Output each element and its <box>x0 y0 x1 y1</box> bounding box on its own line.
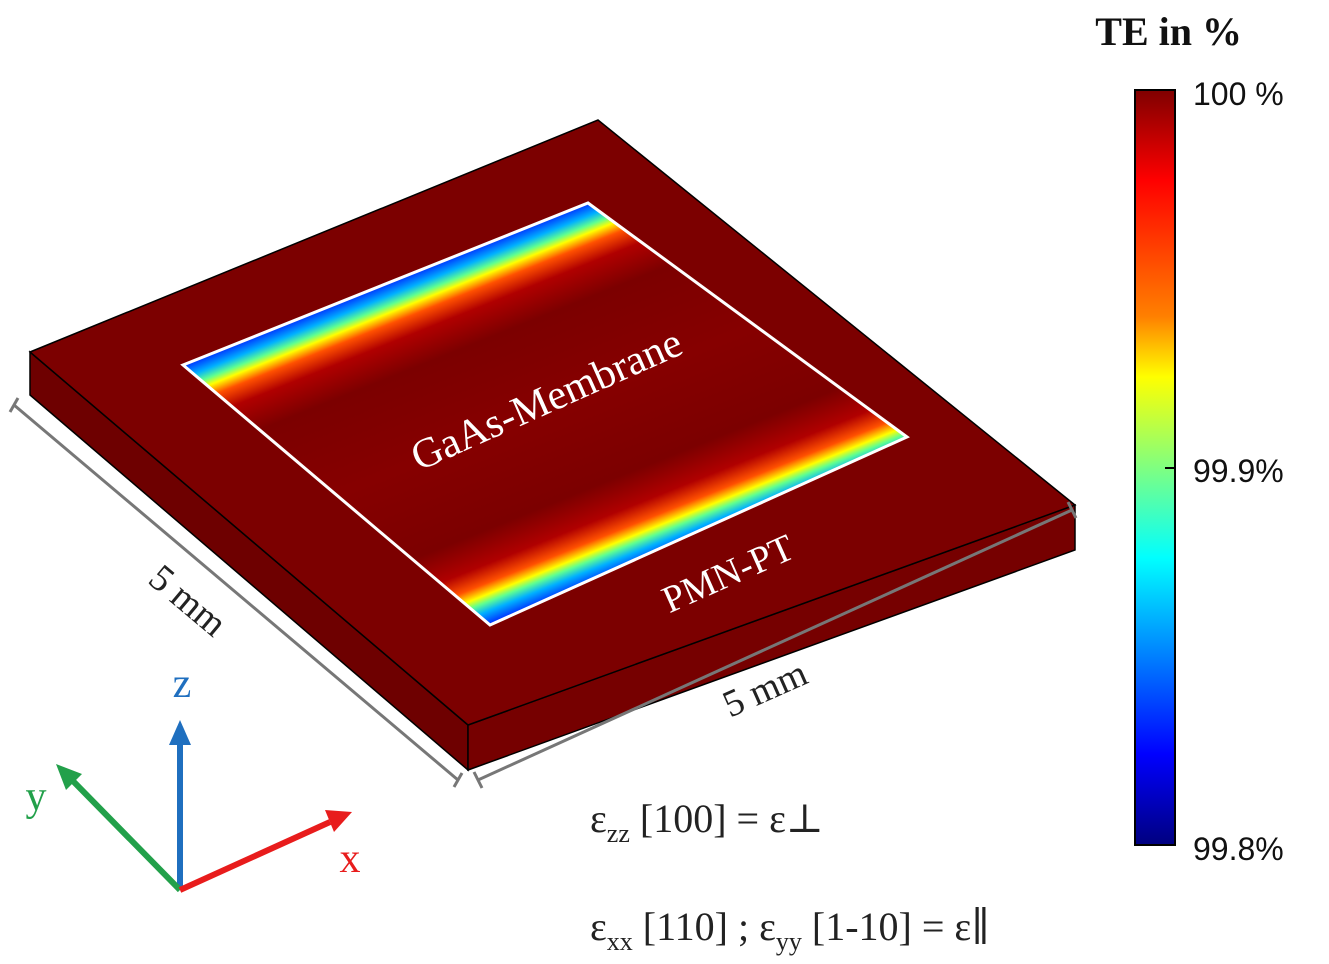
x-axis <box>180 822 330 890</box>
eq-subscript: xx <box>607 927 633 956</box>
eq-subscript: yy <box>776 927 802 956</box>
coordinate-axes <box>56 720 352 890</box>
figure: 5 mm 5 mm GaAs-Membrane PMN-PT z y x εzz… <box>0 0 1329 964</box>
colorbar-label: 99.8% <box>1193 831 1284 867</box>
z-arrow <box>169 720 191 745</box>
eq-subscript: zz <box>607 819 630 848</box>
body: 5 mm 5 mm GaAs-Membrane PMN-PT z y x εzz… <box>0 0 1329 964</box>
y-axis <box>72 780 180 890</box>
colorbar-label: 100 % <box>1193 76 1284 112</box>
eq-symbol: ε <box>590 796 607 841</box>
y-label: y <box>26 774 47 820</box>
eq-text: [100] = ε⊥ <box>630 796 824 841</box>
equation: εxx [110] ; εyy [1-10] = ε∥ <box>590 904 990 956</box>
eq-symbol: ε <box>590 904 607 949</box>
dim-tick <box>454 773 462 787</box>
colorbar-title: TE in % <box>1095 9 1242 54</box>
depth-label: 5 mm <box>141 557 235 645</box>
eq-text: [1-10] = ε∥ <box>802 904 990 949</box>
dim-tick <box>10 398 18 412</box>
z-label: z <box>173 661 192 707</box>
eq-text: [110] ; ε <box>633 904 776 949</box>
equation: εzz [100] = ε⊥ <box>590 796 824 848</box>
x-label: x <box>340 836 361 882</box>
colorbar-label: 99.9% <box>1193 453 1284 489</box>
page: {"colorbar": {"title": "TE in %", "label… <box>0 0 1329 964</box>
